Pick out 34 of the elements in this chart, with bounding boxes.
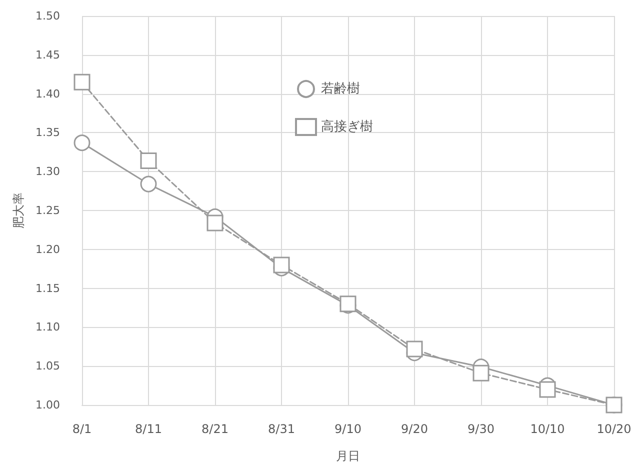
point — [140, 176, 157, 192]
y-tick-label: 1.35 — [36, 126, 60, 140]
point — [606, 396, 622, 414]
legend-label: 若齢樹 — [321, 82, 360, 96]
y-tick-label: 1.45 — [36, 48, 60, 62]
x-tick-label: 9/30 — [468, 422, 494, 436]
x-tick-label: 8/1 — [72, 422, 92, 436]
x-tick-label: 10/20 — [596, 422, 632, 436]
x-tick-label: 8/31 — [268, 422, 295, 436]
point — [472, 364, 490, 382]
y-tick-label: 1.00 — [36, 398, 60, 412]
y-tick-label: 1.50 — [36, 10, 60, 22]
point — [140, 152, 157, 169]
legend-label: 高接ぎ樹 — [321, 118, 373, 134]
point — [74, 134, 90, 152]
y-axis-title: 肥大率 — [12, 192, 26, 228]
x-tick-label: 9/20 — [401, 422, 428, 436]
y-tick-label: 1.25 — [36, 204, 60, 217]
y-tick-label: 1.10 — [36, 320, 60, 334]
point — [206, 214, 224, 232]
x-tick-label: 10/10 — [530, 422, 565, 436]
point — [273, 256, 290, 274]
point — [539, 381, 556, 398]
y-tick-label: 1.30 — [36, 165, 60, 178]
y-tick-label: 1.05 — [36, 360, 60, 373]
y-tick-label: 1.15 — [36, 282, 60, 295]
x-axis-title: 月日 — [336, 449, 360, 463]
y-tick-label: 1.20 — [36, 242, 60, 256]
x-tick-label: 8/11 — [135, 422, 162, 436]
y-tick-label: 1.40 — [36, 87, 60, 100]
point — [406, 340, 423, 358]
point — [74, 74, 90, 90]
x-tick-label: 8/21 — [202, 422, 228, 436]
x-tick-label: 9/10 — [334, 422, 362, 436]
